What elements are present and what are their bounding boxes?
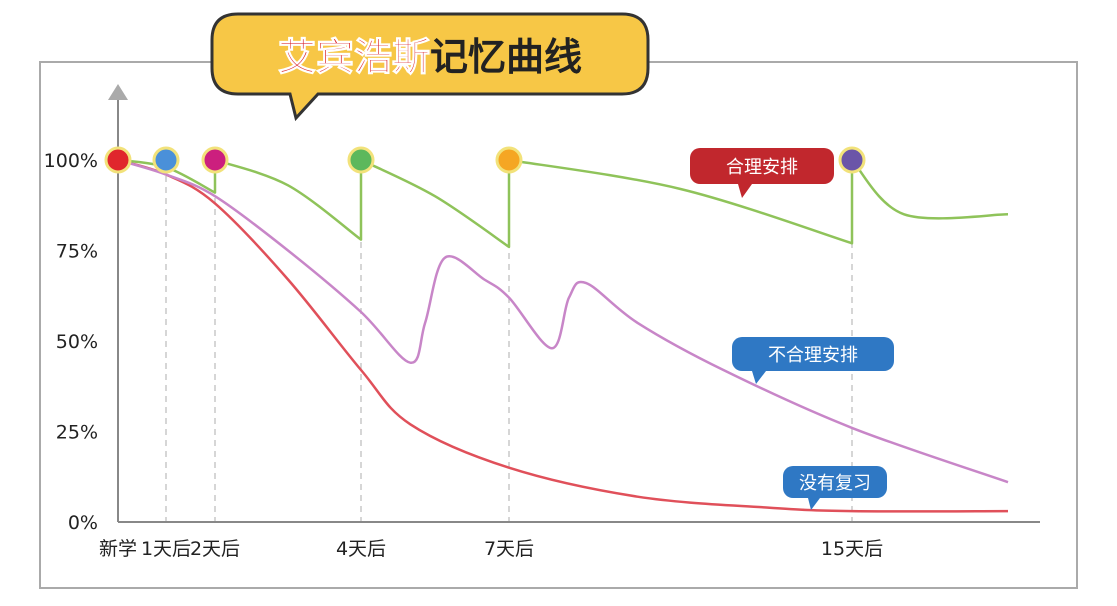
series-line-0 [117,158,1009,249]
review-marker-5 [838,146,866,174]
callout-tail-1 [752,371,766,384]
x-tick-label-1: 1天后 [141,538,191,560]
y-tick-labels: 0% 25% 50% 75% 100% [44,150,98,534]
x-tick-label-4: 7天后 [484,538,534,560]
y-tick-label-2: 50% [56,331,98,353]
y-tick-label-1: 25% [56,422,98,444]
callout-tail-2 [808,498,820,510]
x-tick-label-3: 4天后 [336,538,386,560]
review-marker-4 [495,146,523,174]
chart-frame [39,61,1078,589]
callout-0: 合理安排 [690,148,834,198]
y-tick-label-0: 0% [68,512,98,534]
y-tick-label-4: 100% [44,150,98,172]
callout-box-1 [732,337,894,371]
title-black-part: 记忆曲线 [430,35,582,79]
review-marker-2 [201,146,229,174]
review-marker-1 [152,146,180,174]
title-bubble: 艾宾浩斯记忆曲线 [210,12,650,122]
callout-box-2 [783,466,887,498]
series-line-1 [117,158,1009,484]
x-tick-label-0: 新学 [99,538,137,560]
y-axis-arrow [108,84,128,100]
callout-2: 没有复习 [783,466,887,510]
callout-label-0: 合理安排 [726,157,798,178]
title-red-part: 艾宾浩斯 [278,35,430,79]
title-bubble-shape [210,12,650,122]
series-line-2 [117,158,1009,513]
x-tick-label-5: 15天后 [821,538,883,560]
callout-tail-0 [738,184,752,198]
y-tick-label-3: 75% [56,241,98,263]
review-markers [104,146,866,174]
callout-box-0 [690,148,834,184]
review-marker-3 [347,146,375,174]
callout-1: 不合理安排 [732,337,894,384]
series-lines [117,158,1009,513]
axes [108,84,1040,523]
chart-title: 艾宾浩斯记忆曲线 [278,35,582,79]
review-marker-0 [104,146,132,174]
x-tick-label-2: 2天后 [190,538,240,560]
callout-label-2: 没有复习 [799,473,871,494]
callout-label-1: 不合理安排 [768,345,858,366]
